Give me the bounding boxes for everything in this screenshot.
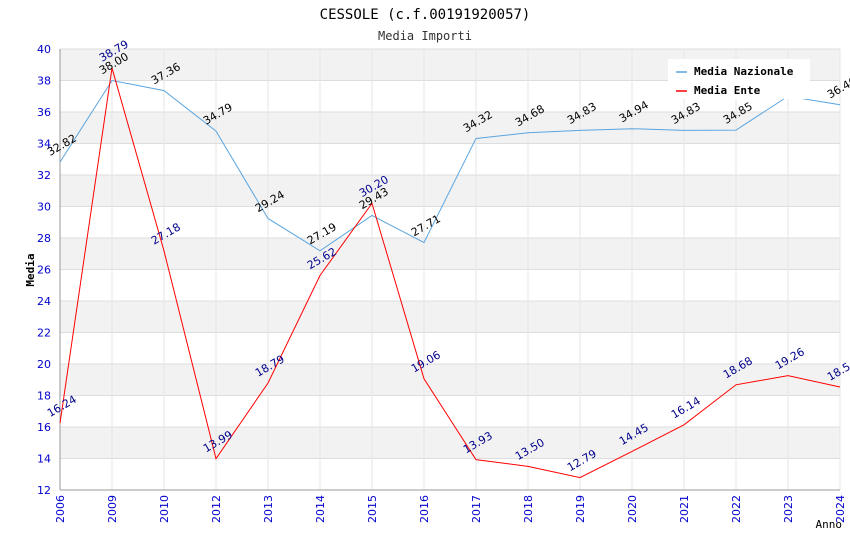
y-tick-label: 14 (37, 453, 51, 466)
y-tick-label: 16 (37, 421, 51, 434)
y-tick-label: 22 (37, 327, 51, 340)
grid-band (60, 143, 840, 175)
x-tick-label: 2024 (834, 495, 847, 523)
series-line-nazionale (59, 79, 841, 252)
y-axis-label: Media (24, 253, 37, 286)
x-tick-label: 2023 (782, 495, 795, 523)
y-tick-label: 38 (37, 75, 51, 88)
y-tick-label: 18 (37, 390, 51, 403)
legend-label-ente: Media Ente (694, 84, 761, 97)
y-tick-label: 20 (37, 358, 51, 371)
y-tick-label: 24 (37, 295, 51, 308)
grid-band (60, 395, 840, 427)
grid-band (60, 458, 840, 490)
x-tick-label: 2019 (574, 495, 587, 523)
y-tick-label: 32 (37, 169, 51, 182)
grid-band (60, 332, 840, 364)
x-tick-label: 2009 (106, 495, 119, 523)
grid-band (60, 269, 840, 301)
y-tick-label: 36 (37, 106, 51, 119)
x-tick-label: 2014 (314, 495, 327, 523)
legend-label-nazionale: Media Nazionale (694, 65, 794, 78)
grid-band (60, 238, 840, 270)
y-tick-label: 40 (37, 43, 51, 56)
legend: Media Nazionale Media Ente (668, 59, 810, 99)
x-tick-label: 2006 (54, 495, 67, 523)
grid-band (60, 427, 840, 459)
series-line-ente (59, 67, 841, 479)
x-tick-label: 2018 (522, 495, 535, 523)
x-tick-label: 2022 (730, 495, 743, 523)
chart-subtitle: Media Importi (378, 29, 472, 43)
grid-band (60, 112, 840, 144)
x-tick-label: 2010 (158, 495, 171, 523)
x-tick-label: 2016 (418, 495, 431, 523)
x-tick-label: 2015 (366, 495, 379, 523)
grid-band (60, 206, 840, 238)
y-tick-label: 30 (37, 201, 51, 214)
y-tick-label: 12 (37, 484, 51, 497)
x-tick-label: 2020 (626, 495, 639, 523)
x-tick-label: 2012 (210, 495, 223, 523)
chart-title: CESSOLE (c.f.00191920057) (320, 7, 531, 23)
grid-band (60, 301, 840, 333)
y-tick-label: 26 (37, 264, 51, 277)
y-tick-label: 28 (37, 232, 51, 245)
x-tick-label: 2013 (262, 495, 275, 523)
grid-band (60, 364, 840, 396)
x-tick-label: 2021 (678, 495, 691, 523)
y-tick-label: 34 (37, 138, 51, 151)
x-tick-label: 2017 (470, 495, 483, 523)
x-axis-label: Anno (816, 518, 843, 531)
